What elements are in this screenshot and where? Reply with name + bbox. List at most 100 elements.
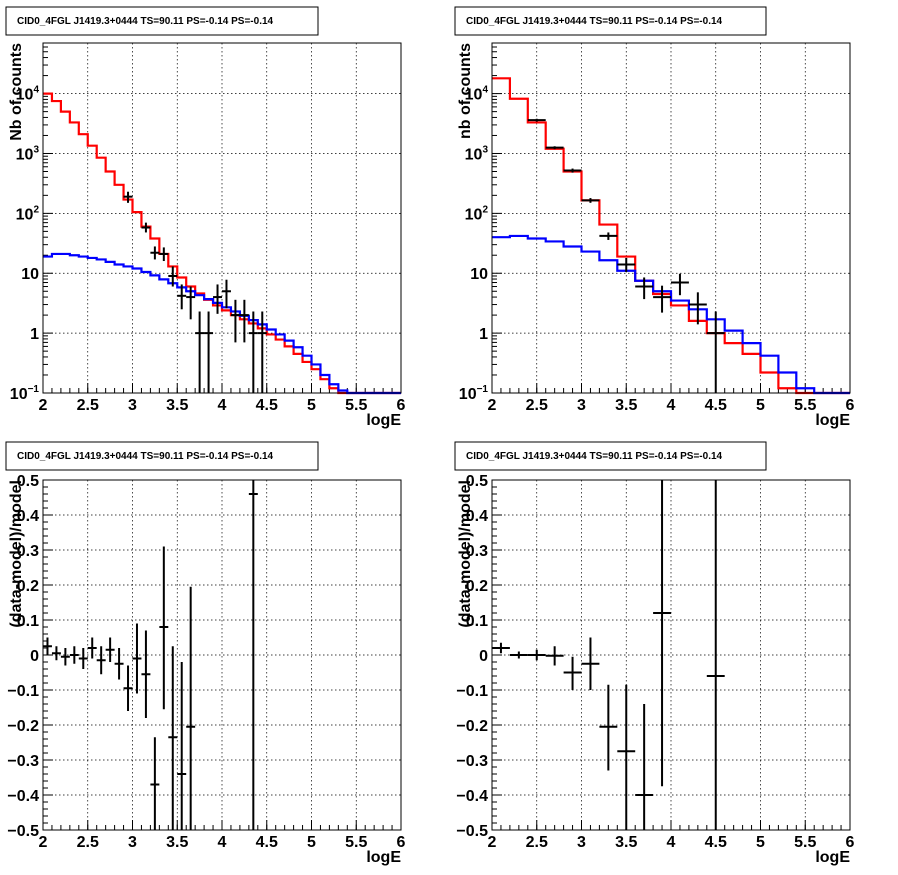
- data-point: [581, 198, 600, 203]
- y-tick-label: 0.3: [466, 543, 488, 560]
- data-point: [186, 286, 196, 320]
- data-point: [239, 299, 249, 343]
- data-point: [159, 247, 169, 262]
- chart-title: CID0_4FGL J1419.3+0444 TS=90.11 PS=-0.14…: [17, 16, 274, 27]
- data-point: [671, 273, 689, 296]
- x-tick-label: 3: [128, 834, 137, 851]
- data-point: [204, 311, 214, 393]
- x-tick-label: 4.5: [705, 834, 727, 851]
- y-tick-label: −0.5: [7, 823, 39, 840]
- data-point: [257, 311, 267, 393]
- x-tick-label: 6: [846, 834, 855, 851]
- x-tick-label: 3: [128, 397, 137, 414]
- x-axis-title: logE: [815, 849, 850, 866]
- x-tick-label: 3.5: [166, 834, 188, 851]
- x-tick-label: 6: [397, 834, 406, 851]
- data-point: [177, 662, 187, 830]
- y-axis-title: (data-model)/model: [8, 480, 25, 628]
- y-tick-label: 0: [30, 648, 39, 665]
- data-point: [248, 480, 258, 830]
- title-box: [454, 6, 767, 36]
- plot-frame: [491, 42, 851, 394]
- data-point: [60, 648, 70, 666]
- y-tick-label: −0.3: [456, 753, 488, 770]
- data-point: [87, 637, 97, 659]
- data-point: [653, 285, 671, 313]
- chart-title: CID0_4FGL J1419.3+0444 TS=90.11 PS=-0.14…: [17, 451, 274, 462]
- data-point: [653, 480, 671, 787]
- data-point: [150, 737, 160, 830]
- data-point: [635, 704, 654, 830]
- x-tick-label: 5: [307, 397, 316, 414]
- x-tick-label: 5.5: [345, 397, 367, 414]
- x-tick-label: 2: [488, 397, 497, 414]
- y-tick-label: 0.1: [17, 613, 39, 630]
- y-tick-label: 102: [16, 204, 40, 223]
- data-point: [492, 642, 510, 654]
- series-line-1: [43, 252, 401, 395]
- y-tick-label: −0.3: [7, 753, 39, 770]
- x-tick-label: 4: [667, 834, 676, 851]
- data-point: [141, 630, 151, 718]
- data-point: [248, 311, 258, 393]
- data-point: [141, 222, 151, 233]
- panel-bottom-right: CID0_4FGL J1419.3+0444 TS=90.11 PS=-0.14…: [454, 441, 855, 866]
- y-tick-label: 0.2: [17, 578, 39, 595]
- data-point: [168, 646, 178, 830]
- title-box: [5, 441, 319, 471]
- data-point: [509, 651, 528, 659]
- data-point: [213, 284, 222, 314]
- x-tick-label: 5: [307, 834, 316, 851]
- x-tick-label: 2: [39, 397, 48, 414]
- y-tick-label: −0.5: [456, 823, 488, 840]
- y-tick-label: 0.2: [466, 578, 488, 595]
- data-point: [581, 637, 600, 690]
- data-point: [222, 279, 231, 309]
- data-point: [105, 637, 115, 662]
- y-tick-label: 0: [479, 648, 488, 665]
- title-box: [5, 6, 319, 36]
- data-point: [599, 232, 618, 240]
- x-tick-label: 2.5: [526, 834, 548, 851]
- data-point: [123, 665, 133, 711]
- y-tick-label: 0.1: [466, 613, 488, 630]
- x-tick-label: 2.5: [526, 397, 548, 414]
- x-tick-label: 3.5: [615, 397, 637, 414]
- data-point: [51, 646, 61, 661]
- data-point: [706, 311, 725, 393]
- y-tick-label: 10: [21, 266, 39, 283]
- data-point: [168, 266, 178, 287]
- x-axis-title: logE: [366, 412, 401, 429]
- x-tick-label: 3: [577, 397, 586, 414]
- x-tick-label: 4: [218, 834, 227, 851]
- y-tick-label: 0.5: [17, 473, 39, 490]
- x-tick-label: 3: [577, 834, 586, 851]
- y-tick-label: 0.4: [17, 508, 39, 525]
- y-tick-label: −0.2: [456, 718, 488, 735]
- x-tick-label: 6: [397, 397, 406, 414]
- y-tick-label: 10−1: [459, 384, 489, 403]
- y-tick-label: 0.4: [466, 508, 488, 525]
- y-tick-label: −0.1: [456, 683, 488, 700]
- x-tick-label: 4.5: [256, 834, 278, 851]
- data-point: [132, 623, 142, 694]
- plot-frame: [42, 479, 402, 831]
- x-axis-title: logE: [366, 849, 401, 866]
- plot-frame: [42, 42, 402, 394]
- x-axis-title: logE: [815, 412, 850, 429]
- y-tick-label: 102: [465, 204, 489, 223]
- x-tick-label: 5: [756, 397, 765, 414]
- x-tick-label: 5.5: [794, 397, 816, 414]
- y-tick-label: 1: [30, 326, 39, 343]
- x-tick-label: 5: [756, 834, 765, 851]
- y-tick-label: 10: [470, 266, 488, 283]
- x-tick-label: 2: [39, 834, 48, 851]
- data-point: [527, 118, 546, 122]
- plot-frame: [491, 479, 851, 831]
- data-point: [123, 191, 133, 203]
- data-point: [159, 546, 169, 710]
- y-tick-label: −0.4: [7, 788, 39, 805]
- data-point: [617, 257, 636, 272]
- y-tick-label: 104: [16, 85, 40, 104]
